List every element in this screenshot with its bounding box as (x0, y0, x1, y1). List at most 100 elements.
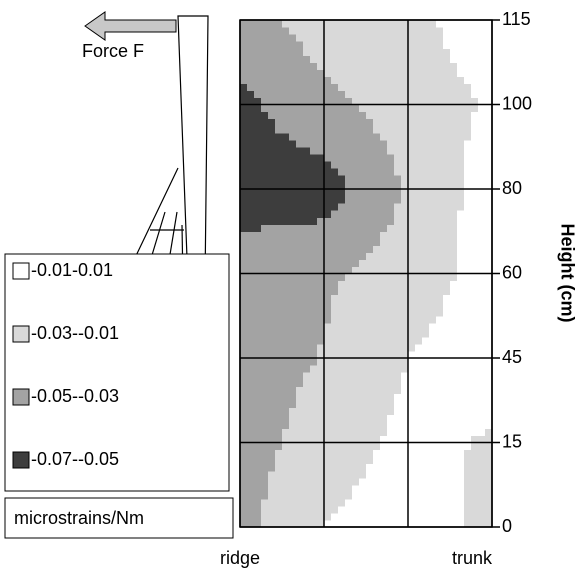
contour-cell (366, 428, 374, 437)
contour-cell (261, 196, 269, 204)
contour-cell (254, 519, 262, 528)
contour-cell (443, 442, 451, 451)
contour-cell (436, 484, 444, 493)
contour-cell (331, 210, 339, 218)
contour-cell (478, 498, 486, 507)
contour-cell (471, 477, 479, 486)
contour-cell (240, 414, 248, 422)
contour-cell (359, 252, 367, 261)
contour-cell (408, 336, 416, 345)
contour-cell (254, 259, 262, 268)
contour-cell (387, 203, 395, 211)
contour-cell (324, 189, 332, 197)
contour-cell (240, 407, 248, 415)
contour-cell (387, 83, 395, 92)
contour-cell (394, 308, 402, 317)
contour-cell (415, 343, 423, 352)
contour-cell (471, 146, 479, 155)
contour-cell (296, 34, 304, 42)
contour-cell (366, 273, 374, 282)
contour-cell (436, 34, 444, 42)
contour-cell (485, 62, 493, 70)
contour-cell (387, 153, 395, 162)
contour-cell (338, 393, 346, 401)
contour-cell (303, 252, 311, 261)
contour-cell (240, 196, 248, 204)
contour-cell (436, 350, 444, 359)
contour-cell (240, 76, 248, 84)
contour-cell (359, 505, 367, 514)
contour-cell (429, 203, 437, 211)
contour-cell (422, 287, 430, 296)
contour-cell (324, 456, 332, 465)
contour-cell (429, 301, 437, 310)
contour-cell (450, 512, 458, 521)
contour-cell (345, 414, 353, 422)
contour-cell (345, 153, 353, 162)
contour-cell (429, 62, 437, 70)
contour-cell (380, 259, 388, 268)
contour-cell (380, 350, 388, 359)
contour-cell (268, 181, 276, 190)
contour-cell (443, 329, 451, 338)
contour-cell (352, 252, 360, 261)
contour-cell (366, 301, 374, 310)
contour-cell (485, 372, 493, 380)
contour-cell (450, 97, 458, 106)
contour-cell (443, 308, 451, 317)
contour-cell (366, 470, 374, 479)
contour-cell (282, 259, 290, 268)
contour-cell (282, 189, 290, 197)
contour-cell (443, 414, 451, 422)
contour-cell (282, 90, 290, 99)
contour-cell (352, 259, 360, 268)
contour-cell (485, 287, 493, 296)
contour-cell (366, 167, 374, 176)
contour-cell (261, 210, 269, 218)
contour-cell (247, 372, 255, 380)
contour-cell (471, 34, 479, 42)
contour-cell (457, 294, 465, 303)
contour-cell (338, 76, 346, 84)
x-tick-label: trunk (452, 548, 493, 568)
contour-cell (275, 456, 283, 465)
contour-cell (261, 104, 269, 113)
contour-cell (422, 224, 430, 232)
contour-cell (450, 196, 458, 204)
contour-cell (310, 336, 318, 345)
contour-cell (471, 336, 479, 345)
contour-cell (366, 83, 374, 92)
contour-cell (275, 315, 283, 324)
contour-cell (254, 421, 262, 430)
contour-cell (317, 280, 325, 289)
contour-cell (324, 62, 332, 70)
contour-cell (331, 118, 339, 127)
contour-cell (422, 210, 430, 218)
contour-cell (415, 167, 423, 176)
contour-cell (471, 238, 479, 246)
contour-cell (429, 69, 437, 77)
contour-cell (443, 55, 451, 63)
contour-cell (373, 231, 381, 239)
contour-cell (485, 189, 493, 197)
contour-cell (331, 167, 339, 176)
contour-cell (408, 343, 416, 352)
contour-cell (450, 519, 458, 528)
contour-cell (317, 196, 325, 204)
contour-cell (352, 294, 360, 303)
contour-cell (296, 393, 304, 401)
contour-cell (352, 350, 360, 359)
contour-cell (268, 449, 276, 458)
contour-cell (240, 301, 248, 310)
contour-cell (345, 484, 353, 493)
contour-cell (478, 358, 486, 366)
contour-cell (422, 189, 430, 197)
contour-cell (443, 322, 451, 331)
contour-cell (478, 266, 486, 275)
contour-cell (380, 189, 388, 197)
contour-cell (289, 167, 297, 176)
contour-cell (366, 20, 374, 28)
contour-cell (394, 41, 402, 49)
contour-cell (352, 34, 360, 42)
contour-cell (408, 519, 416, 528)
